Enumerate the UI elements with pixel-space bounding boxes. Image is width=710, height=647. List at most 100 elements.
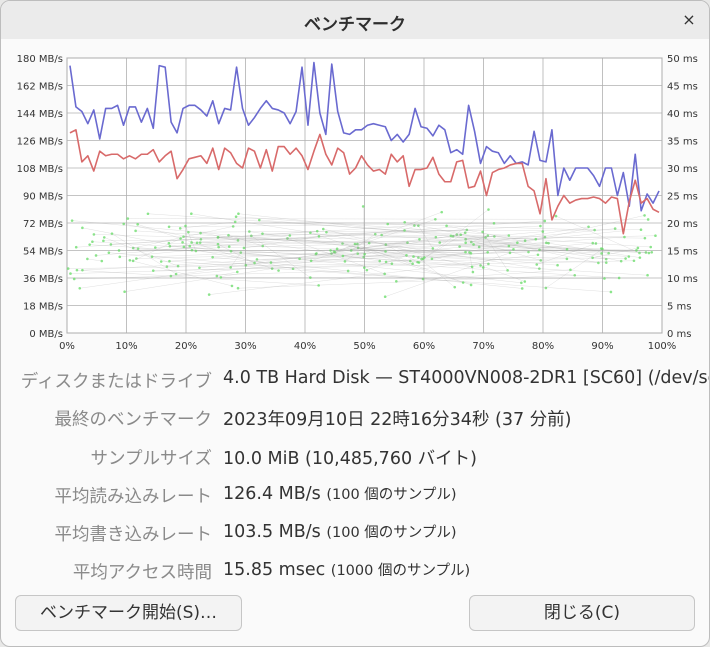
access-point [88, 243, 91, 246]
access-point [131, 246, 135, 250]
x-tick: 100% [648, 341, 677, 352]
access-point [486, 250, 489, 254]
access-point [286, 237, 289, 240]
access-seek-line [136, 249, 514, 259]
y-right-tick: 45 ms [667, 82, 698, 93]
access-point [541, 230, 545, 233]
access-seek-line [418, 209, 489, 263]
access-point [261, 232, 264, 235]
access-point [356, 252, 360, 255]
close-icon[interactable]: × [682, 10, 696, 29]
access-point [349, 249, 353, 252]
access-seek-line [76, 269, 319, 286]
access-seek-line [147, 213, 651, 248]
access-seek-line [465, 242, 649, 254]
access-seek-line [111, 233, 177, 275]
access-point [423, 256, 426, 259]
access-seek-line [413, 256, 626, 259]
access-point [70, 219, 74, 222]
close-button[interactable]: 閉じる(C) [469, 595, 695, 631]
access-point [234, 215, 238, 219]
read-rate-label: 平均読み込みレート [54, 487, 213, 507]
access-point [604, 257, 608, 261]
access-point [516, 241, 519, 245]
access-point [420, 257, 423, 261]
access-point [380, 233, 383, 237]
access-point [167, 225, 171, 229]
y-left-tick: 144 MB/s [17, 109, 63, 120]
access-seek-line [546, 242, 640, 258]
access-point [122, 222, 126, 226]
access-point [207, 293, 211, 296]
access-seek-line [418, 225, 433, 249]
access-point [591, 241, 595, 245]
x-tick: 80% [532, 341, 554, 352]
access-point [599, 247, 603, 250]
access-point [638, 251, 641, 255]
access-point [451, 234, 455, 238]
access-point [449, 234, 453, 238]
access-point [434, 235, 438, 239]
access-point [417, 224, 420, 227]
access-seek-line [385, 244, 418, 263]
access-point [298, 257, 301, 261]
access-seek-line [182, 242, 190, 247]
y-left-tick: 0 MB/s [29, 329, 63, 340]
access-point [109, 243, 113, 246]
benchmark-chart: 180 MB/s 50 ms 162 MB/s 45 ms 144 MB/s 40 ms 1… [1, 39, 709, 356]
read-rate-value: 126.4 MB/s (100 個のサンプル) [223, 483, 457, 504]
access-seek-line [72, 220, 558, 266]
access-point [199, 237, 203, 241]
last-benchmark-label: 最終のベンチマーク [54, 410, 213, 430]
access-point [412, 255, 415, 258]
access-point [178, 227, 182, 230]
access-seek-line [96, 230, 405, 256]
access-seek-line [385, 252, 511, 297]
access-point [277, 269, 280, 272]
access-point [636, 246, 640, 250]
x-tick: 40% [294, 341, 316, 352]
access-point [356, 246, 360, 250]
access-seek-line [87, 258, 102, 262]
access-point [128, 259, 132, 262]
access-seek-line [236, 216, 509, 236]
access-point [587, 225, 590, 229]
access-point [604, 261, 608, 264]
access-point [534, 237, 538, 241]
y-left-tick: 72 MB/s [23, 219, 63, 230]
y-right-tick: 10 ms [667, 274, 698, 285]
sample-size-row: サンプルサイズ 10.0 MiB (10,485,760 バイト) [1, 445, 709, 469]
access-point [617, 276, 621, 280]
access-seek-line [93, 234, 637, 251]
access-point [102, 236, 106, 239]
access-point [329, 249, 332, 252]
x-tick: 0% [59, 341, 75, 352]
access-point [86, 257, 89, 261]
access-point [373, 232, 377, 236]
access-point [236, 239, 240, 242]
access-seek-line [183, 246, 522, 283]
access-point [569, 268, 572, 272]
access-point [199, 231, 202, 235]
access-point [131, 259, 135, 263]
access-point [384, 243, 388, 247]
access-seek-line [135, 230, 488, 253]
access-point [233, 220, 237, 224]
access-point [487, 208, 490, 211]
access-point [100, 259, 104, 263]
access-seek-line [270, 258, 567, 263]
access-point [315, 229, 319, 233]
access-point [321, 227, 325, 231]
access-seek-line [381, 234, 645, 239]
access-seek-line [508, 215, 645, 247]
access-point [219, 276, 223, 279]
start-benchmark-button[interactable]: ベンチマーク開始(S)… [15, 595, 242, 631]
y-right-tick: 15 ms [667, 247, 698, 258]
access-point [314, 252, 318, 256]
access-point [607, 251, 610, 255]
access-seek-line [238, 275, 575, 289]
access-seek-line [155, 220, 545, 248]
access-seek-line [480, 265, 525, 282]
access-seek-line [482, 231, 508, 271]
access-point [471, 270, 475, 274]
